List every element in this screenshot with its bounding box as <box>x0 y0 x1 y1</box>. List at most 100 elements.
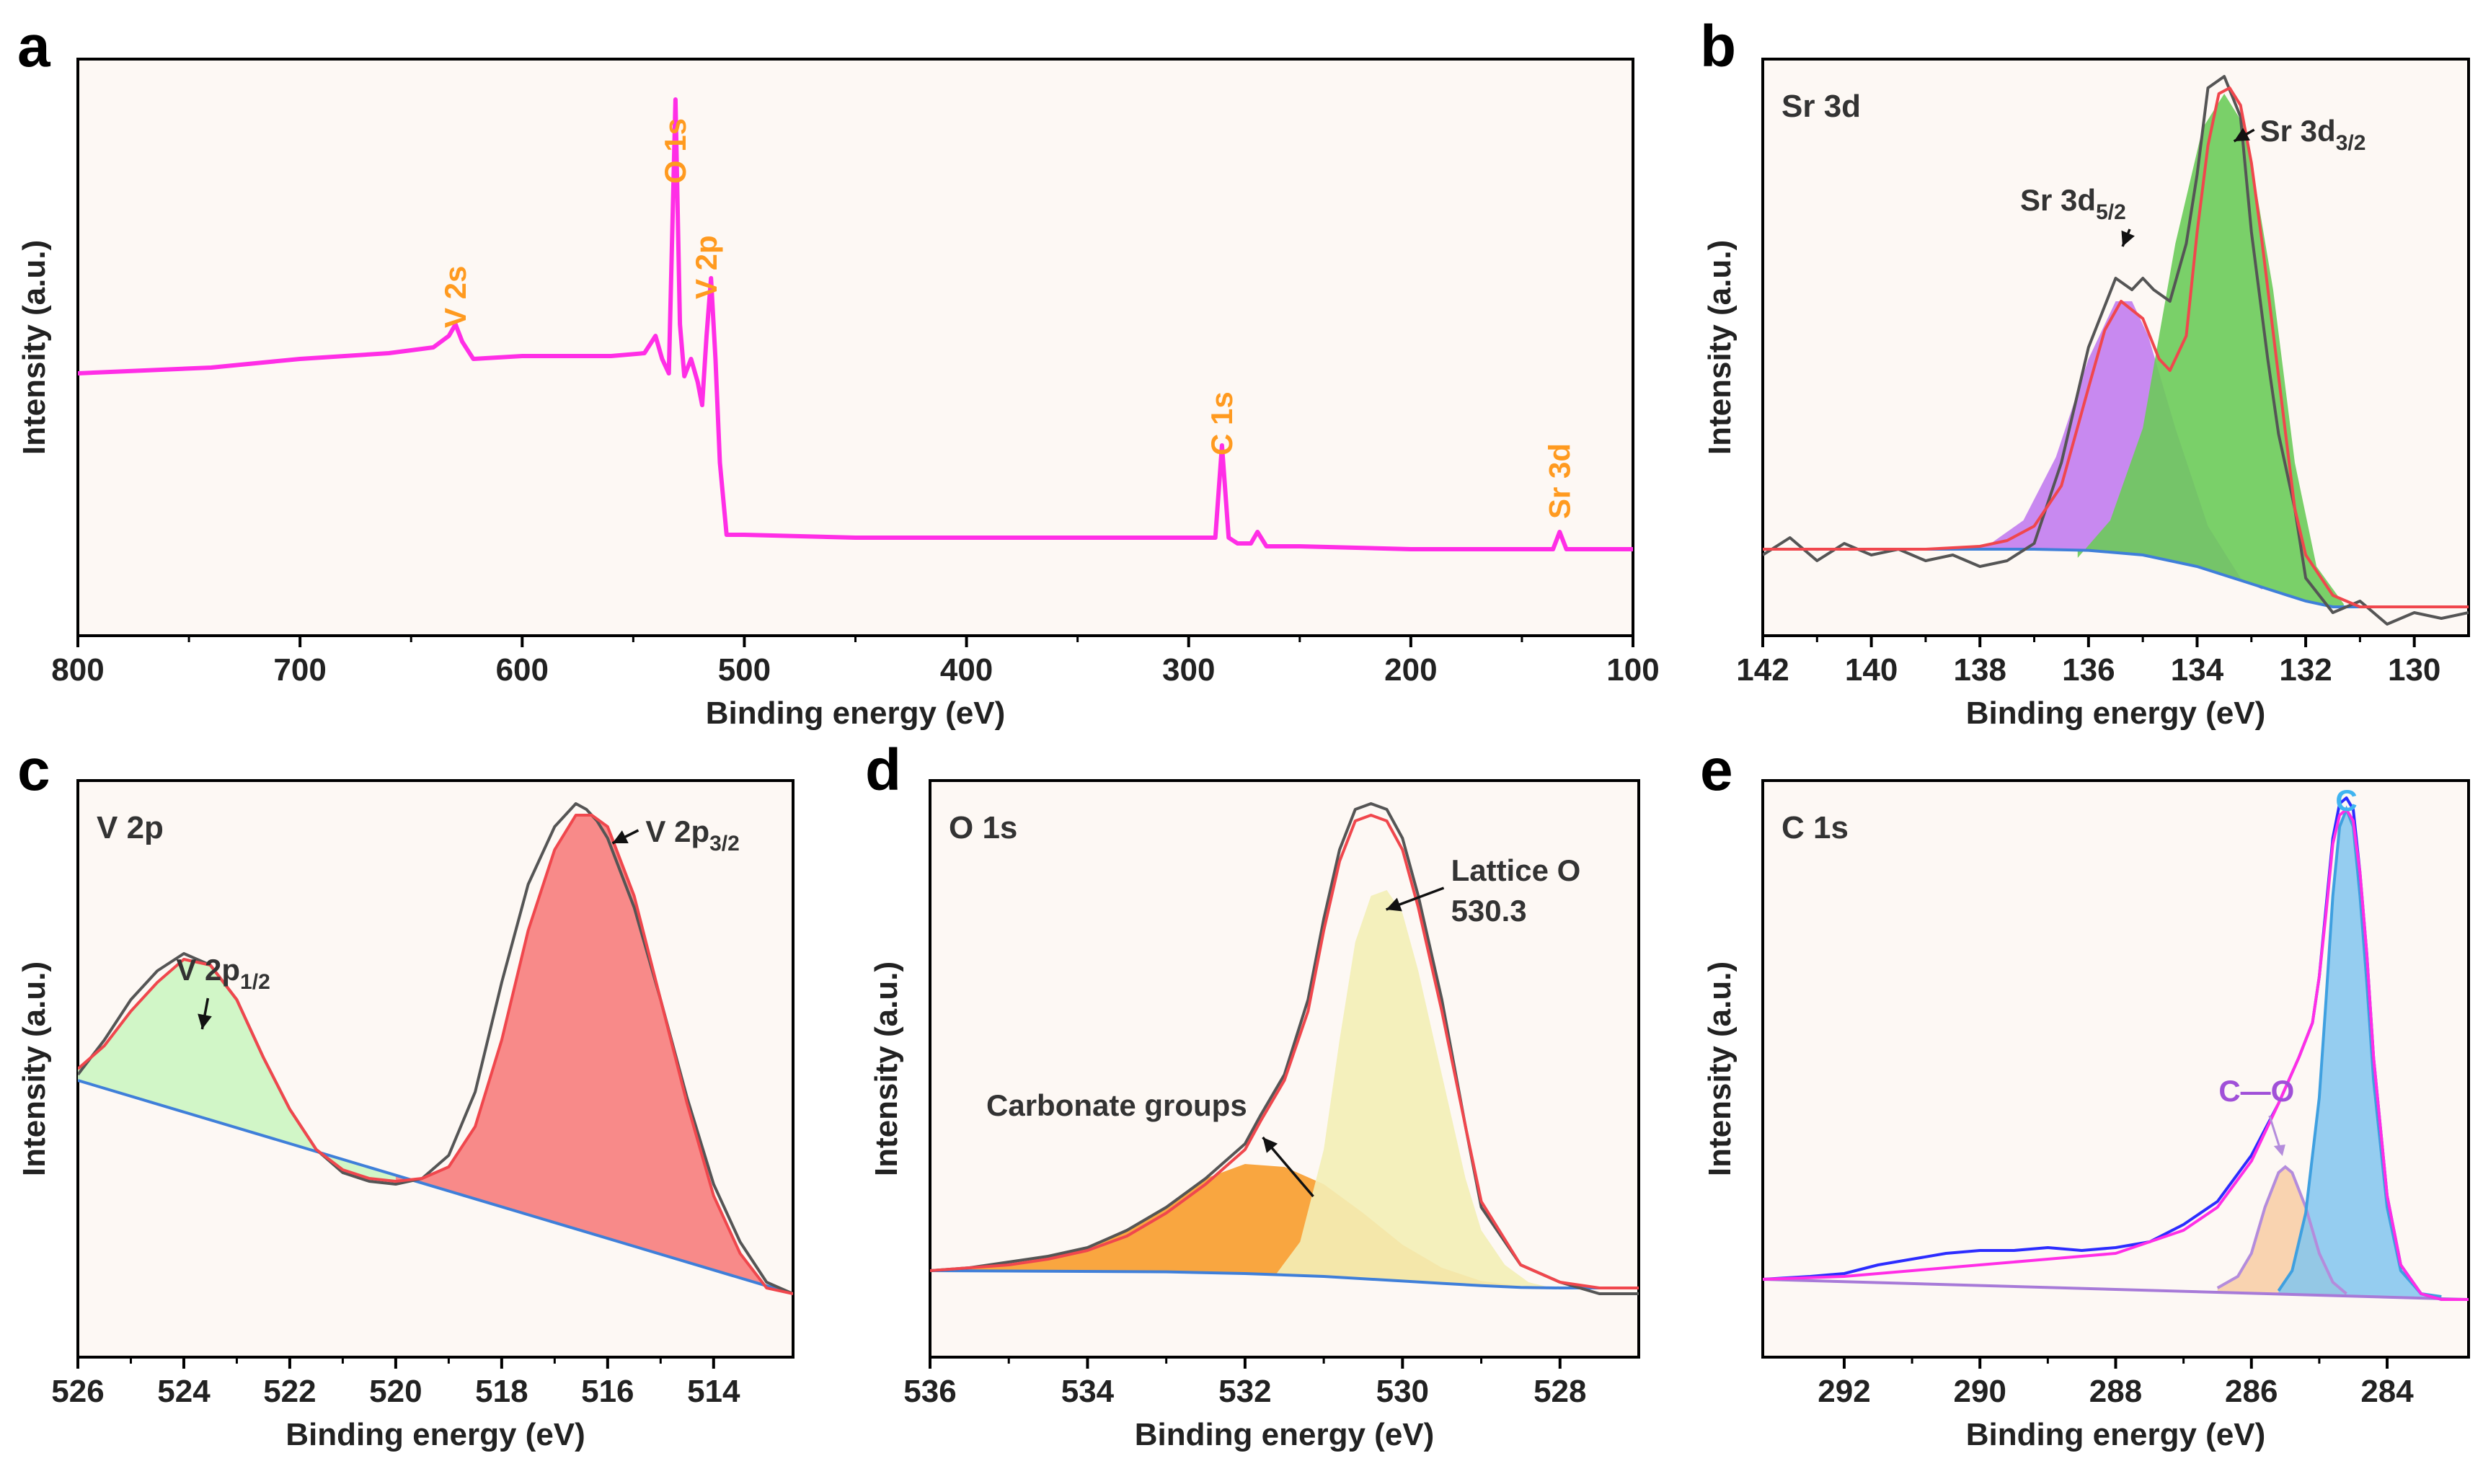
x-axis-label: Binding energy (eV) <box>706 696 1006 731</box>
x-tick-label: 400 <box>940 652 993 688</box>
panel-d: 536 534 532 530 528 Binding energy (eV) Intens… <box>865 737 1640 1452</box>
panel-a: 800 700 600 500 400 300 200 100 Binding energy (… <box>17 14 1660 731</box>
peak-annotation-lattice-value: 530.3 <box>1451 894 1527 928</box>
peak-annotation-3d3-main: Sr 3d <box>2260 114 2336 148</box>
component-outline-2 <box>2277 805 2442 1298</box>
annotation-arrow-head <box>1386 897 1402 912</box>
x-tick-label: 524 <box>157 1374 211 1409</box>
x-tick-label: 528 <box>1533 1374 1586 1409</box>
peak-annotation-3d3: Sr 3d3/2 <box>2260 114 2366 155</box>
plot-area <box>1763 796 2469 1301</box>
peak-annotation-2p3-sub: 3/2 <box>709 832 740 856</box>
core-level-label: O 1s <box>949 810 1017 845</box>
x-tick-label: 142 <box>1736 652 1789 688</box>
panel-letter: e <box>1700 737 1733 803</box>
peak-annotation: V 2p <box>689 235 723 299</box>
component-outline-1 <box>2216 1165 2347 1295</box>
x-tick-label: 136 <box>2062 652 2115 688</box>
peak-annotation-lattice: Lattice O <box>1451 853 1581 887</box>
component-fill-2 <box>395 815 793 1294</box>
fit-envelope-line <box>1763 808 2469 1301</box>
raw-data-line <box>1763 75 2469 626</box>
annotation-arrow-head <box>2234 128 2250 141</box>
x-tick-label: 500 <box>718 652 771 688</box>
background-line <box>78 1079 793 1295</box>
survey-line <box>78 97 1633 551</box>
x-tick-label: 532 <box>1218 1374 1271 1409</box>
x-tick-label: 100 <box>1606 652 1659 688</box>
peak-annotation-3d5-main: Sr 3d <box>2020 183 2096 217</box>
x-tick-label: 288 <box>2089 1374 2142 1409</box>
x-tick-label: 290 <box>1954 1374 2006 1409</box>
background-line <box>930 1269 1639 1289</box>
x-tick-label: 526 <box>51 1374 104 1409</box>
y-axis-label: Intensity (a.u.) <box>1702 240 1738 455</box>
core-level-label: Sr 3d <box>1782 89 1861 124</box>
plot-area <box>78 97 1633 551</box>
x-axis-label: Binding energy (eV) <box>1135 1417 1435 1452</box>
x-tick-label: 516 <box>581 1374 634 1409</box>
peak-annotation-c: C <box>2335 783 2357 817</box>
peak-annotation: V 2s <box>438 266 472 328</box>
panel-letter: c <box>17 737 50 803</box>
x-tick-label: 534 <box>1061 1374 1115 1409</box>
peak-annotation: C 1s <box>1205 391 1239 456</box>
component-fill-1 <box>78 959 396 1181</box>
peak-annotation-2p1-sub: 1/2 <box>240 970 270 994</box>
y-axis-label: Intensity (a.u.) <box>1702 961 1738 1176</box>
x-tick-label: 800 <box>51 652 104 688</box>
fit-envelope-line <box>78 814 793 1295</box>
annotation-arrow-head <box>612 830 629 843</box>
peak-annotation-2p1-main: V 2p <box>176 953 240 987</box>
x-tick-label: 600 <box>496 652 549 688</box>
background-line <box>1763 1278 2469 1301</box>
annotation-arrow-head <box>198 1013 212 1029</box>
x-axis-label: Binding energy (eV) <box>286 1417 585 1452</box>
peak-annotation: O 1s <box>658 118 692 184</box>
x-tick-label: 518 <box>475 1374 528 1409</box>
x-tick-label: 138 <box>1954 652 2006 688</box>
peak-annotation-3d3-sub: 3/2 <box>2336 131 2366 155</box>
annotation-arrow-head <box>1262 1137 1278 1153</box>
core-level-label: C 1s <box>1782 810 1849 845</box>
x-tick-label: 292 <box>1818 1374 1870 1409</box>
x-tick-label: 284 <box>2360 1374 2414 1409</box>
y-axis-label: Intensity (a.u.) <box>17 240 52 455</box>
x-tick-label: 522 <box>263 1374 316 1409</box>
peak-annotation-2p3: V 2p3/2 <box>645 814 739 856</box>
y-axis-label: Intensity (a.u.) <box>17 961 52 1176</box>
x-tick-label: 134 <box>2171 652 2224 688</box>
x-axis-label: Binding energy (eV) <box>1966 696 2266 731</box>
panel-letter: d <box>865 737 901 803</box>
plot-area <box>1763 75 2469 626</box>
component-fill-2 <box>2278 809 2442 1299</box>
x-tick-label: 300 <box>1162 652 1215 688</box>
component-fill-2 <box>1276 890 1552 1288</box>
peak-annotation-3d5-sub: 5/2 <box>2096 200 2126 224</box>
peak-annotation: Sr 3d <box>1542 443 1576 519</box>
x-tick-label: 530 <box>1376 1374 1429 1409</box>
plot-area <box>930 802 1639 1295</box>
x-tick-label: 140 <box>1845 652 1898 688</box>
peak-annotation-2p3-main: V 2p <box>645 814 709 848</box>
panel-e: 292 290 288 286 284 Binding energy (eV) Intens… <box>1700 737 2470 1452</box>
peak-annotation-3d5: Sr 3d5/2 <box>2020 183 2126 224</box>
peak-annotation-co: C—O <box>2218 1074 2294 1108</box>
component-fill-2 <box>2077 94 2344 607</box>
core-level-label: V 2p <box>97 810 164 845</box>
x-tick-label: 132 <box>2279 652 2332 688</box>
panel-letter: b <box>1700 14 1736 79</box>
annotation-arrow-head <box>2273 1145 2285 1156</box>
panel-c: 526 524 522 520 518 516 514 Binding energy (eV)… <box>17 737 795 1452</box>
x-tick-label: 520 <box>369 1374 422 1409</box>
peak-annotation-2p1: V 2p1/2 <box>176 953 270 994</box>
x-axis-label: Binding energy (eV) <box>1966 1417 2266 1452</box>
x-tick-label: 130 <box>2388 652 2440 688</box>
panel-b: 142 140 138 136 134 132 130 Binding energy (eV)… <box>1700 14 2470 731</box>
fit-envelope-line <box>930 814 1639 1289</box>
fit-envelope-line <box>1763 86 2469 608</box>
plot-area <box>78 802 793 1295</box>
peak-annotation-carbonate: Carbonate groups <box>986 1088 1247 1122</box>
x-tick-label: 700 <box>273 652 326 688</box>
